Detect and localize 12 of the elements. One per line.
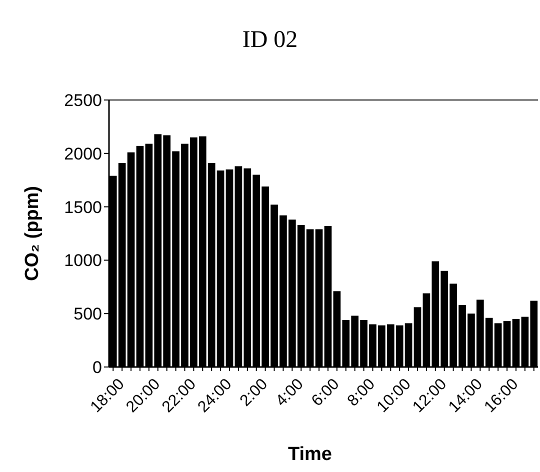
y-tick-label: 1000	[64, 251, 102, 270]
y-tick-label: 0	[92, 358, 102, 377]
y-tick-label: 1500	[64, 198, 102, 217]
y-tick-label: 500	[74, 304, 102, 324]
y-tick-label: 2500	[64, 90, 102, 110]
x-axis-title: Time	[288, 444, 332, 465]
x-tick-label: 4:00	[272, 376, 307, 410]
chart-title: ID 02	[242, 27, 298, 53]
x-tick-label: 8:00	[344, 376, 379, 410]
y-tick-label: 2000	[64, 144, 102, 164]
x-tick-label: 6:00	[308, 376, 343, 410]
y-axis-title: CO₂ (ppm)	[22, 186, 43, 281]
